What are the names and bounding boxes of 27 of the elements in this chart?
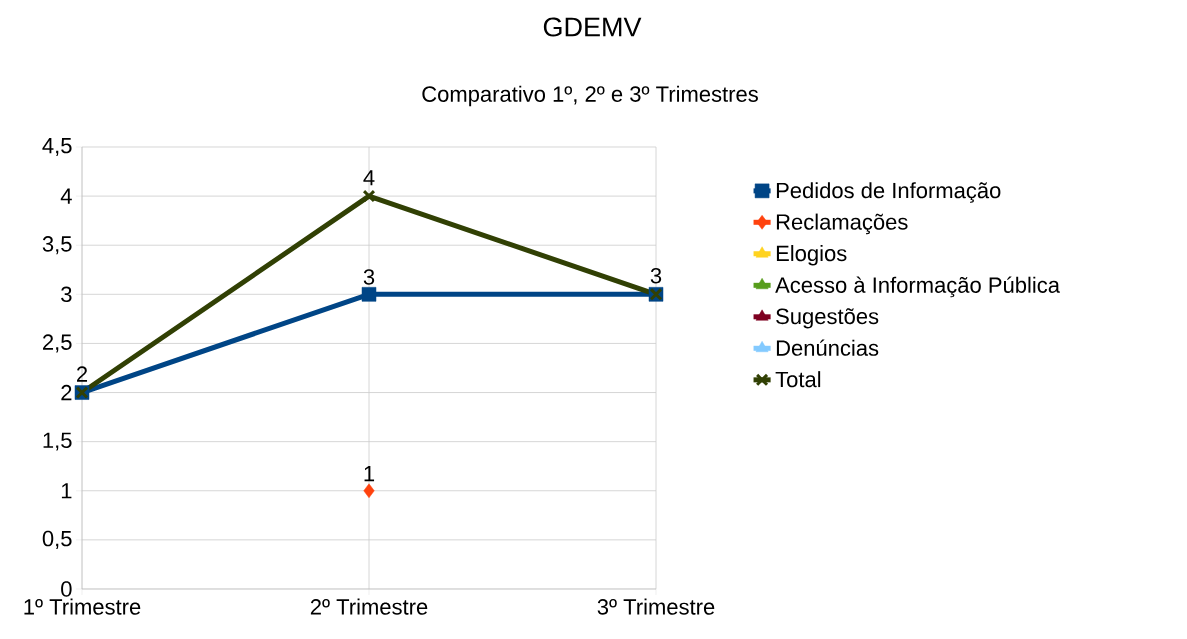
- data-label: 1: [364, 466, 375, 482]
- data-label: 2: [77, 366, 88, 382]
- y-tick-label: 1: [61, 483, 72, 499]
- y-tick-label: 4: [60, 188, 72, 204]
- y-tick-label: 0: [61, 581, 72, 597]
- data-label: 4: [363, 170, 375, 186]
- y-tick-label: 2: [61, 384, 72, 401]
- y-tick-label: 4,5: [42, 138, 72, 156]
- data-label: 3: [363, 269, 375, 285]
- y-tick-label: 2,5: [43, 334, 72, 353]
- x-tick-label: 2º Trimestre: [310, 598, 428, 615]
- y-tick-label: 0,5: [42, 530, 72, 549]
- chart-subtitle: Comparativo 1º, 2º e 3º Trimestres: [422, 85, 758, 107]
- chart-title: GDEMV: [543, 17, 642, 37]
- legend-label: Pedidos de Informação: [776, 182, 1001, 203]
- legend-label: Elogios: [776, 245, 847, 266]
- y-tick-label: 1,5: [43, 432, 72, 451]
- legend-label: Reclamações: [776, 213, 908, 235]
- x-tick-label: 1º Trimestre: [24, 598, 141, 615]
- legend-label: Sugestões: [776, 308, 879, 329]
- y-tick-label: 3: [61, 286, 72, 303]
- data-label: 3: [650, 267, 662, 284]
- x-tick-label: 3º Trimestre: [597, 598, 715, 615]
- legend-label: Total: [775, 371, 821, 388]
- legend-label: Acesso à Informação Pública: [775, 276, 1060, 298]
- y-tick-label: 3,5: [42, 236, 72, 255]
- legend-label: Denúncias: [776, 339, 879, 356]
